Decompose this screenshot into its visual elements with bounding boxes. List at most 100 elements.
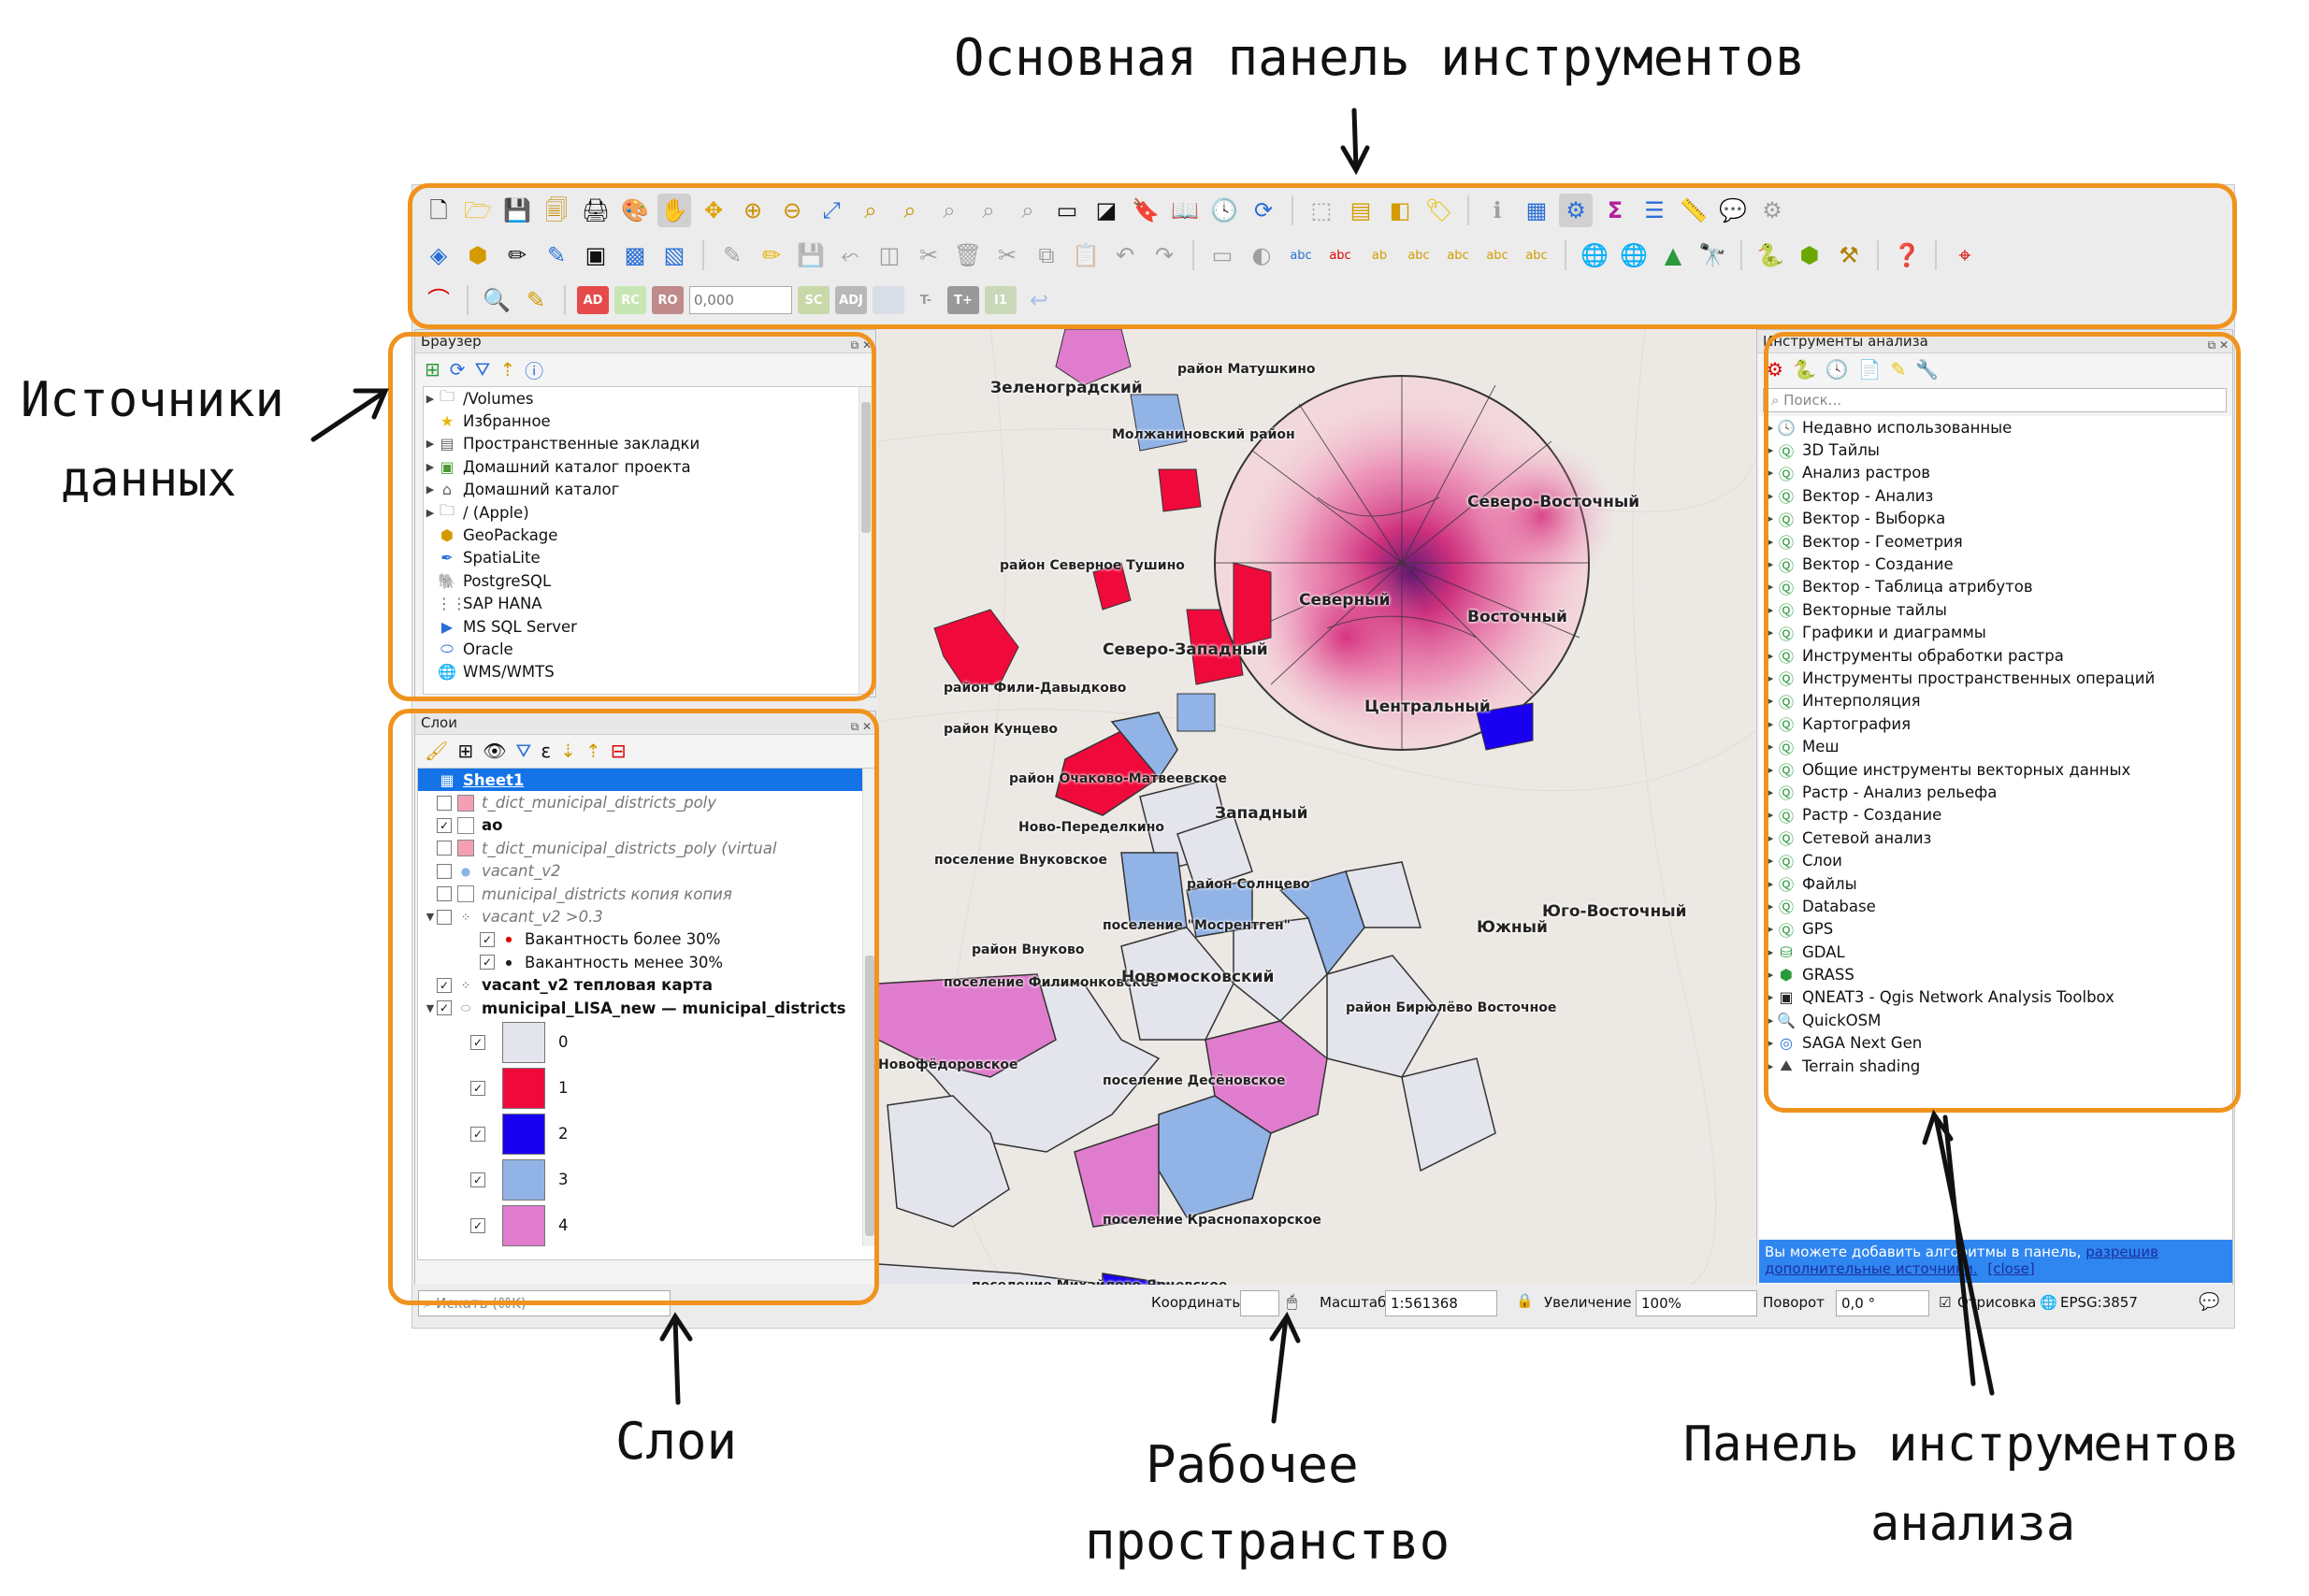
layer-row[interactable]: ✓ ⁘ vacant_v2 тепловая карта — [418, 974, 876, 997]
undo-icon[interactable]: ↶ — [1115, 242, 1135, 268]
magnifier-field[interactable]: 100% — [1636, 1290, 1757, 1316]
add-wms-icon[interactable]: 🌐 — [1580, 242, 1609, 268]
new-mesh-icon[interactable]: ▩ — [624, 242, 646, 268]
processing-group[interactable]: ▶ ▣ QNEAT3 - Qgis Network Analysis Toolbox — [1759, 986, 2232, 1009]
processing-group[interactable]: ▶ Ⓠ Файлы — [1759, 872, 2232, 895]
legend-row[interactable]: ✓ 0 — [418, 1019, 876, 1065]
edit-features-icon[interactable]: ✎ — [1890, 358, 1907, 381]
layer-row[interactable]: ✓ ● Вакантность более 30% — [418, 928, 876, 951]
offset-input[interactable]: 0,000 — [689, 286, 792, 314]
arc-icon[interactable]: ⌒ — [427, 287, 450, 313]
expand-arrow-icon[interactable]: ▶ — [1765, 512, 1774, 525]
expand-arrow-icon[interactable]: ▶ — [426, 506, 435, 519]
browser-item[interactable]: ⬭ Oracle — [424, 638, 873, 660]
metasearch-icon[interactable]: 🔭 — [1698, 242, 1726, 268]
crs-label[interactable]: EPSG:3857 — [2060, 1294, 2138, 1311]
diagram-icon[interactable]: ◐ — [1251, 242, 1272, 268]
expand-arrow-icon[interactable]: ▶ — [1765, 489, 1774, 502]
toggle-editing-icon[interactable]: ✏ — [761, 242, 782, 268]
render-checkbox[interactable]: ☑ — [1939, 1294, 1952, 1311]
processing-group[interactable]: ▶ 🕓 Недавно использованные — [1759, 416, 2232, 439]
processing-group[interactable]: ▶ Ⓠ Графики и диаграммы — [1759, 622, 2232, 644]
expand-arrow-icon[interactable]: ▶ — [1765, 467, 1774, 480]
options-icon[interactable]: 🔧 — [1915, 358, 1940, 381]
add-group-icon[interactable]: ⊞ — [457, 740, 474, 762]
expand-arrow-icon[interactable]: ▶ — [426, 483, 435, 496]
layer-checkbox[interactable] — [437, 909, 452, 925]
processing-group[interactable]: ▶ Ⓠ Растр - Создание — [1759, 804, 2232, 827]
modify-attributes-icon[interactable]: ✂ — [918, 242, 939, 268]
help-icon[interactable]: ❓ — [1893, 242, 1921, 268]
expand-arrow-icon[interactable]: ▶ — [426, 460, 435, 473]
browser-scrollbar[interactable] — [859, 387, 873, 694]
browser-item[interactable]: ▶ MS SQL Server — [424, 615, 873, 638]
browser-item[interactable]: ⋮⋮ SAP HANA — [424, 593, 873, 615]
zoom-layer-icon[interactable]: ⌕ — [903, 197, 916, 223]
deselect-icon[interactable]: ◧ — [1389, 197, 1411, 223]
new-shapefile-icon[interactable]: ✏ — [507, 242, 527, 268]
processing-group[interactable]: ▶ Ⓠ Сетевой анализ — [1759, 827, 2232, 849]
browser-item[interactable]: 🐘 PostgreSQL — [424, 569, 873, 592]
field-calculator-icon[interactable]: ☰ — [1644, 197, 1665, 223]
zoom-native-icon[interactable]: ⌕ — [943, 197, 956, 223]
collapse-all-icon[interactable]: ⇡ — [499, 358, 516, 381]
python-scripts-icon[interactable]: 🐍 — [1792, 358, 1816, 381]
plugins-icon[interactable]: ⬢ — [1799, 242, 1820, 268]
processing-group[interactable]: ▶ ⬢ GRASS — [1759, 963, 2232, 985]
processing-group[interactable]: ▶ Ⓠ Вектор - Таблица атрибутов — [1759, 576, 2232, 598]
layer-checkbox[interactable]: ✓ — [437, 1000, 452, 1016]
processing-group[interactable]: ▶ Ⓠ Общие инструменты векторных данных — [1759, 758, 2232, 781]
legend-row[interactable]: ✓ 1 — [418, 1065, 876, 1111]
browser-item[interactable]: ▶ ▣ Домашний каталог проекта — [424, 455, 873, 478]
expand-arrow-icon[interactable]: ▶ — [1765, 717, 1774, 730]
current-edits-icon[interactable]: ✎ — [722, 242, 743, 268]
crs-icon[interactable]: 🌐 — [2040, 1294, 2057, 1311]
layer-checkbox[interactable] — [437, 863, 452, 879]
mini-tool-rc[interactable]: RC — [614, 286, 646, 314]
expand-arrow-icon[interactable]: ▶ — [1765, 649, 1774, 662]
save-as-icon[interactable]: 🗐 — [545, 197, 568, 223]
processing-group[interactable]: ▶ Ⓠ Инструменты пространственных операций — [1759, 667, 2232, 689]
label-highlight-icon[interactable]: 🏷 — [1424, 197, 1454, 223]
style-icon[interactable]: 🖌 — [425, 740, 449, 762]
layer-row[interactable]: ✓ ao — [418, 814, 876, 837]
pan-icon[interactable]: ✋ — [657, 194, 691, 227]
legend-row[interactable]: ✓ 2 — [418, 1111, 876, 1157]
legend-row[interactable]: ✓ 4 — [418, 1202, 876, 1248]
open-attribute-table-icon[interactable]: ▤ — [1349, 197, 1372, 223]
rotation-field[interactable]: 0,0 ° — [1836, 1290, 1929, 1316]
processing-group[interactable]: ▶ ⛁ GDAL — [1759, 941, 2232, 963]
mouse-icon[interactable]: 🖱 — [1287, 1292, 1297, 1312]
show-hide-label-icon[interactable]: abc — [1407, 248, 1430, 263]
layer-checkbox[interactable] — [437, 886, 452, 902]
print-layout-icon[interactable]: 🖨 — [581, 197, 611, 223]
show-bookmarks-icon[interactable]: 📖 — [1171, 197, 1199, 223]
layer-row[interactable]: ▼ ✓ ⬭ municipal_LISA_new — municipal_distri… — [418, 997, 876, 1019]
browser-item[interactable]: ⬢ GeoPackage — [424, 524, 873, 546]
expand-arrow-icon[interactable]: ▶ — [1765, 831, 1774, 844]
info-icon[interactable]: ⓘ — [525, 359, 544, 382]
layer-row[interactable]: t_dict_municipal_districts_poly — [418, 791, 876, 813]
filter-legend-icon[interactable]: ⛛ — [515, 740, 532, 762]
info-link[interactable]: разрешив дополнительные источники. — [1765, 1244, 2158, 1277]
models-icon[interactable]: ⚙ — [1767, 358, 1783, 381]
data-source-manager-icon[interactable]: ◈ — [429, 242, 448, 268]
zoom-green-icon[interactable]: 🔍 — [483, 287, 511, 313]
processing-group[interactable]: ▶ Ⓠ Вектор - Выборка — [1759, 508, 2232, 530]
expand-arrow-icon[interactable]: ▶ — [1765, 740, 1774, 754]
back-arrow-icon[interactable]: ↩ — [1029, 287, 1049, 313]
digitizing-tools-icon[interactable]: ✎ — [526, 287, 546, 313]
cut-icon[interactable]: ✂ — [997, 242, 1017, 268]
delete-selected-icon[interactable]: 🗑 — [953, 242, 983, 268]
mini-tool-adj[interactable]: ADJ — [835, 286, 867, 314]
expand-arrow-icon[interactable]: ▶ — [1765, 923, 1774, 936]
expand-arrow-icon[interactable]: ▶ — [1765, 877, 1774, 890]
move-label-icon[interactable]: abc — [1447, 248, 1469, 263]
add-mesh-layer-icon[interactable]: ▲ — [1664, 242, 1682, 268]
visibility-icon[interactable]: 👁 — [483, 740, 507, 762]
expand-arrow-icon[interactable]: ▶ — [1765, 899, 1774, 913]
processing-group[interactable]: ▶ Ⓠ Векторные тайлы — [1759, 598, 2232, 621]
legend-checkbox[interactable]: ✓ — [470, 1217, 485, 1233]
expand-arrow-icon[interactable]: ▶ — [1765, 1014, 1774, 1027]
browser-item[interactable]: ★ Избранное — [424, 410, 873, 432]
